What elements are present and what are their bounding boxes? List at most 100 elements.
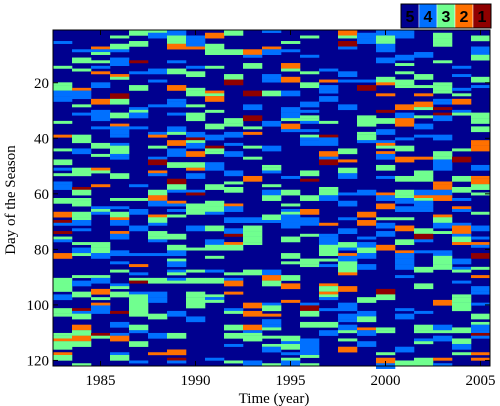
heatmap-cell — [110, 57, 130, 61]
heatmap-cell — [262, 214, 282, 221]
heatmap-cell — [53, 288, 73, 292]
heatmap-cell — [338, 324, 358, 331]
heatmap-cell — [281, 217, 301, 223]
heatmap-cell — [262, 184, 282, 188]
heatmap-cell — [72, 200, 92, 207]
heatmap-cell — [452, 352, 472, 356]
heatmap-cell — [433, 184, 453, 190]
heatmap-cell — [414, 283, 434, 290]
heatmap-cell — [224, 332, 244, 339]
heatmap-cell — [224, 74, 244, 80]
heatmap-cell — [319, 222, 339, 226]
heatmap-cell — [452, 305, 472, 312]
heatmap-cell — [433, 324, 453, 331]
heatmap-cell — [72, 310, 92, 314]
heatmap-cell — [167, 280, 187, 284]
heatmap-cell — [395, 189, 415, 196]
heatmap-cell — [395, 79, 415, 86]
heatmap-cell — [91, 211, 111, 215]
heatmap-cell — [357, 253, 377, 259]
heatmap-cell — [319, 192, 339, 196]
heatmap-cell — [148, 159, 168, 166]
heatmap-cell — [452, 338, 472, 345]
heatmap-cell — [205, 357, 225, 361]
heatmap-cell — [148, 189, 168, 196]
heatmap-cell — [395, 30, 415, 33]
heatmap-cell — [357, 220, 377, 226]
heatmap-cell — [91, 46, 111, 50]
heatmap-cell — [186, 291, 206, 295]
heatmap-cell — [129, 198, 149, 201]
heatmap-cell — [471, 211, 491, 215]
heatmap-cell — [129, 112, 149, 119]
heatmap-cell — [53, 239, 73, 243]
heatmap-cell — [281, 123, 301, 130]
heatmap-cell — [376, 352, 396, 356]
heatmap-cell — [110, 206, 130, 210]
heatmap-cell — [91, 332, 111, 336]
heatmap-cell — [414, 266, 434, 273]
heatmap-cell — [186, 203, 206, 210]
heatmap-cell — [395, 225, 415, 232]
heatmap-cell — [72, 228, 92, 232]
legend-label-2: 2 — [460, 9, 469, 26]
heatmap-cell — [186, 162, 206, 168]
heatmap-cell — [281, 90, 301, 97]
heatmap-cell — [148, 291, 168, 298]
heatmap-cell — [395, 145, 415, 152]
heatmap-cell — [319, 68, 339, 72]
heatmap-cell — [72, 363, 92, 367]
heatmap-cell — [243, 231, 263, 237]
heatmap-cell — [300, 217, 320, 221]
heatmap-cell — [357, 189, 377, 196]
heatmap-cell — [205, 164, 225, 171]
heatmap-cell — [281, 209, 301, 212]
heatmap-cell — [243, 330, 263, 334]
heatmap-cell — [376, 231, 396, 237]
heatmap-cell — [357, 327, 377, 331]
heatmap-cell — [357, 131, 377, 135]
heatmap-cell — [224, 228, 244, 235]
heatmap-cell — [281, 68, 301, 72]
heatmap-cell — [205, 206, 225, 212]
heatmap-cell — [243, 242, 263, 246]
heatmap-cell — [338, 272, 358, 276]
heatmap-cell — [376, 203, 396, 210]
heatmap-cell — [129, 30, 149, 36]
heatmap-cell — [471, 192, 491, 196]
heatmap-cell — [433, 151, 453, 157]
heatmap-cell — [110, 233, 130, 240]
heatmap-cell — [452, 228, 472, 235]
heatmap-cell — [148, 30, 168, 33]
heatmap-cell — [300, 338, 320, 345]
heatmap-cell — [224, 360, 244, 364]
heatmap-cell — [281, 299, 301, 303]
heatmap-cell — [319, 186, 339, 190]
heatmap-cell — [148, 68, 168, 75]
heatmap-cell — [186, 71, 206, 78]
heatmap-cell — [300, 71, 320, 75]
heatmap-cell — [414, 170, 434, 177]
heatmap-cell — [357, 120, 377, 127]
heatmap-cell — [471, 330, 491, 334]
heatmap-cell — [471, 85, 491, 89]
heatmap-cell — [433, 85, 453, 91]
heatmap-cell — [224, 206, 244, 212]
heatmap-cell — [72, 211, 92, 218]
heatmap-cell — [72, 134, 92, 138]
heatmap-cell — [53, 335, 73, 339]
heatmap-cell — [243, 269, 263, 276]
heatmap-cell — [205, 211, 225, 215]
heatmap-cell — [262, 335, 282, 339]
heatmap-cell — [129, 341, 149, 347]
heatmap-cell — [53, 253, 73, 259]
y-tick-label: 20 — [34, 76, 49, 92]
heatmap-cell — [186, 90, 206, 97]
heatmap-cell — [357, 115, 377, 122]
heatmap-cell — [224, 217, 244, 223]
heatmap-cell — [205, 200, 225, 207]
heatmap-cell — [414, 115, 434, 119]
heatmap-cell — [53, 65, 73, 69]
heatmap-cell — [72, 291, 92, 298]
heatmap-cell — [148, 313, 168, 320]
